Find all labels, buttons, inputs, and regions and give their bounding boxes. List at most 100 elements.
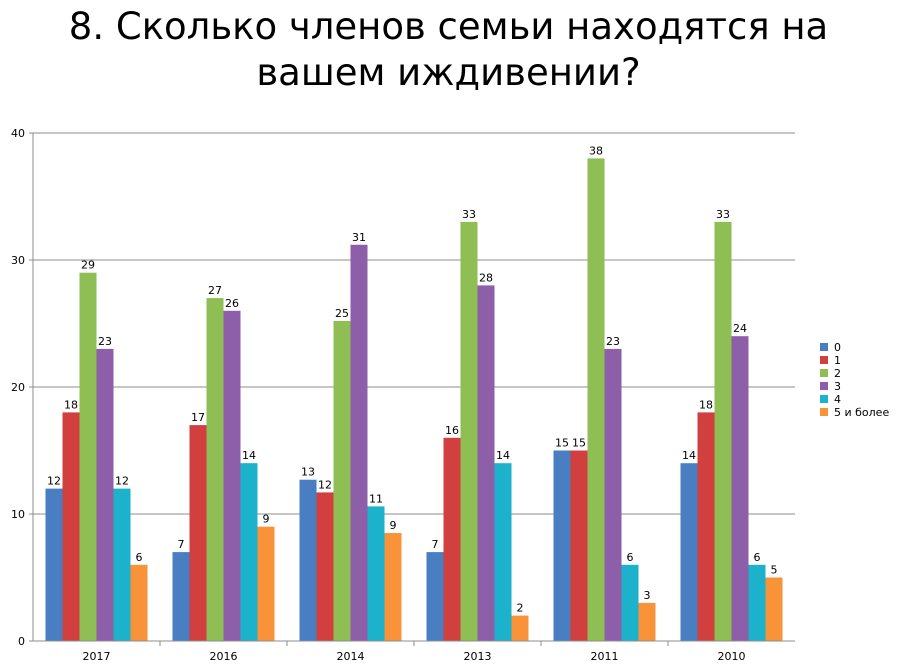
data-label: 15 xyxy=(572,437,586,450)
bar-2014-series-3 xyxy=(350,244,368,641)
x-category-label: 2016 xyxy=(210,650,238,663)
y-tick-label: 20 xyxy=(11,381,25,394)
bar-2017-series-4 xyxy=(113,488,131,641)
data-label: 18 xyxy=(699,398,713,411)
bar-2017-series-2 xyxy=(79,272,97,641)
data-label: 12 xyxy=(318,478,332,491)
bar-2014-series-0 xyxy=(299,479,317,641)
legend-swatch xyxy=(820,356,828,364)
data-label: 33 xyxy=(716,208,730,221)
bar-2013-series-4 xyxy=(494,463,512,641)
legend-entry: 5 и более xyxy=(834,406,889,419)
data-label: 23 xyxy=(606,335,620,348)
bar-2013-series-1 xyxy=(443,437,461,641)
x-axis: 2017 2016 2014 2013 2011 2010 xyxy=(33,640,795,663)
bar-2011-series-2 xyxy=(587,158,605,641)
data-label: 12 xyxy=(47,475,61,488)
data-label: 16 xyxy=(445,424,459,437)
bar-2013-series-2 xyxy=(460,221,478,641)
data-label: 14 xyxy=(496,449,510,462)
bar-2011-series-1 xyxy=(570,450,588,641)
data-label: 13 xyxy=(301,466,315,479)
bar-2016-series-1 xyxy=(189,425,207,641)
y-tick-label: 10 xyxy=(11,508,25,521)
chart-title: 8. Сколько членов семьи находятся на ваш… xyxy=(0,4,897,96)
bar-2016-series-5 xyxy=(257,526,275,641)
bar-2010-series-3 xyxy=(731,336,749,641)
data-label: 5 xyxy=(771,564,778,577)
legend-swatch xyxy=(820,382,828,390)
legend-entry: 4 xyxy=(834,393,841,406)
x-category-label: 2011 xyxy=(591,650,619,663)
legend-swatch xyxy=(820,369,828,377)
legend-swatch xyxy=(820,343,828,351)
data-labels: 1218292312671727261491312253111971633281… xyxy=(47,144,778,614)
bar-2016-series-4 xyxy=(240,463,258,641)
bar-2016-series-0 xyxy=(172,552,190,641)
data-label: 9 xyxy=(390,519,397,532)
data-label: 23 xyxy=(98,335,112,348)
bar-2011-series-0 xyxy=(553,450,571,641)
bar-2013-series-3 xyxy=(477,285,495,641)
data-label: 29 xyxy=(81,259,95,272)
y-tick-label: 40 xyxy=(11,127,25,140)
legend-entry: 3 xyxy=(834,380,841,393)
bar-2011-series-3 xyxy=(604,348,622,641)
data-label: 14 xyxy=(242,449,256,462)
data-label: 6 xyxy=(754,551,761,564)
bar-2016-series-2 xyxy=(206,298,224,641)
data-label: 12 xyxy=(115,475,129,488)
bar-2014-series-5 xyxy=(384,533,402,641)
bar-2011-series-5 xyxy=(638,602,656,641)
bar-2017-series-3 xyxy=(96,348,114,641)
bars xyxy=(45,158,783,641)
y-tick-label: 30 xyxy=(11,254,25,267)
bar-2010-series-4 xyxy=(748,564,766,641)
bar-2014-series-1 xyxy=(316,492,334,641)
data-label: 2 xyxy=(517,602,524,615)
data-label: 33 xyxy=(462,208,476,221)
x-category-label: 2014 xyxy=(337,650,365,663)
data-label: 6 xyxy=(627,551,634,564)
bar-2017-series-0 xyxy=(45,488,63,641)
bar-2013-series-5 xyxy=(511,615,529,641)
data-label: 31 xyxy=(352,231,366,244)
data-label: 6 xyxy=(136,551,143,564)
x-category-label: 2017 xyxy=(83,650,111,663)
y-axis-ticks: 0 10 20 30 40 xyxy=(11,127,34,648)
bar-2010-series-0 xyxy=(680,463,698,641)
data-label: 25 xyxy=(335,307,349,320)
x-category-label: 2010 xyxy=(718,650,746,663)
bar-2017-series-1 xyxy=(62,412,80,641)
data-label: 3 xyxy=(644,589,651,602)
bar-2014-series-4 xyxy=(367,506,385,641)
bar-2016-series-3 xyxy=(223,310,241,641)
legend-entry: 0 xyxy=(834,341,841,354)
data-label: 15 xyxy=(555,437,569,450)
data-label: 11 xyxy=(369,492,383,505)
data-label: 17 xyxy=(191,411,205,424)
bar-2010-series-1 xyxy=(697,412,715,641)
data-label: 7 xyxy=(432,538,439,551)
bar-2011-series-4 xyxy=(621,564,639,641)
chart-title-line-2: вашем иждивении? xyxy=(256,51,641,94)
data-label: 9 xyxy=(263,513,270,526)
data-label: 7 xyxy=(178,538,185,551)
bar-2010-series-2 xyxy=(714,221,732,641)
data-label: 14 xyxy=(682,449,696,462)
y-tick-label: 0 xyxy=(18,635,25,648)
chart-title-line-1: 8. Сколько членов семьи находятся на xyxy=(68,5,829,48)
x-category-label: 2013 xyxy=(464,650,492,663)
legend-entry: 2 xyxy=(834,367,841,380)
legend-swatch xyxy=(820,408,828,416)
data-label: 38 xyxy=(589,144,603,157)
data-label: 24 xyxy=(733,322,747,335)
data-label: 26 xyxy=(225,297,239,310)
data-label: 27 xyxy=(208,284,222,297)
legend-swatch xyxy=(820,395,828,403)
legend-entry: 1 xyxy=(834,354,841,367)
data-label: 28 xyxy=(479,271,493,284)
bar-2017-series-5 xyxy=(130,564,148,641)
data-label: 18 xyxy=(64,398,78,411)
